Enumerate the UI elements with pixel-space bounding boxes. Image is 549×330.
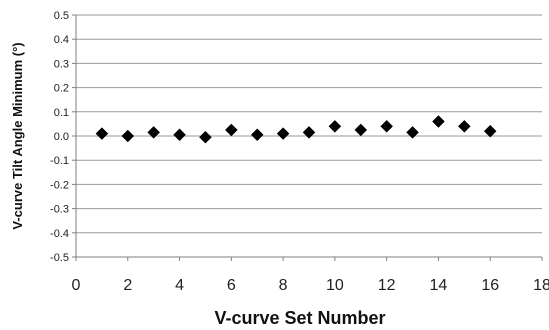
tick-labels: 0.5 0.4 0.3 0.2 0.1 0.0 -0.1 -0.2 -0.3 -0.4 -0.5 0 2…	[50, 10, 549, 294]
data-point-diamond	[457, 119, 471, 133]
y-tick-label: 0.4	[54, 34, 69, 46]
data-point-diamond	[224, 123, 238, 137]
y-tick-label: 0.2	[54, 83, 69, 95]
x-tick-label: 0	[72, 277, 81, 294]
data-point-diamond	[276, 127, 290, 140]
y-tick-label: -0.5	[50, 252, 69, 264]
data-point-diamond	[147, 126, 161, 139]
y-tick-label: -0.3	[50, 204, 69, 216]
data-point-diamond	[380, 119, 394, 133]
data-point-diamond	[95, 127, 109, 140]
x-tick-label: 4	[175, 277, 184, 294]
axes	[72, 14, 543, 261]
x-tick-label: 18	[533, 277, 549, 294]
y-tick-label: -0.4	[50, 228, 69, 240]
data-point-diamond	[328, 119, 342, 133]
data-point-diamond	[483, 124, 497, 138]
y-axis-title: V-curve Tilt Angle Minimum (°)	[10, 42, 25, 229]
data-point-diamond	[302, 126, 316, 139]
x-tick-label: 16	[481, 277, 499, 294]
data-point-diamond	[121, 129, 135, 143]
x-tick-label: 8	[279, 277, 288, 294]
y-tick-label: -0.2	[50, 179, 69, 191]
x-tick-label: 12	[378, 277, 396, 294]
x-tick-label: 2	[123, 277, 132, 294]
x-tick-label: 6	[227, 277, 236, 294]
data-point-diamond	[250, 128, 264, 142]
y-tick-label: 0.1	[54, 107, 69, 119]
data-point-diamond	[354, 123, 368, 137]
x-tick-label: 14	[430, 277, 448, 294]
data-points	[95, 115, 497, 144]
data-point-diamond	[406, 126, 419, 139]
x-tick-label: 10	[326, 277, 344, 294]
data-point-diamond	[432, 115, 445, 128]
y-tick-label: 0.0	[54, 131, 69, 143]
y-tick-label: -0.1	[50, 155, 69, 167]
data-point-diamond	[173, 128, 186, 142]
y-tick-label: 0.3	[54, 58, 69, 70]
y-tick-label: 0.5	[54, 10, 69, 22]
data-point-diamond	[199, 130, 212, 144]
x-axis-title: V-curve Set Number	[214, 308, 385, 328]
